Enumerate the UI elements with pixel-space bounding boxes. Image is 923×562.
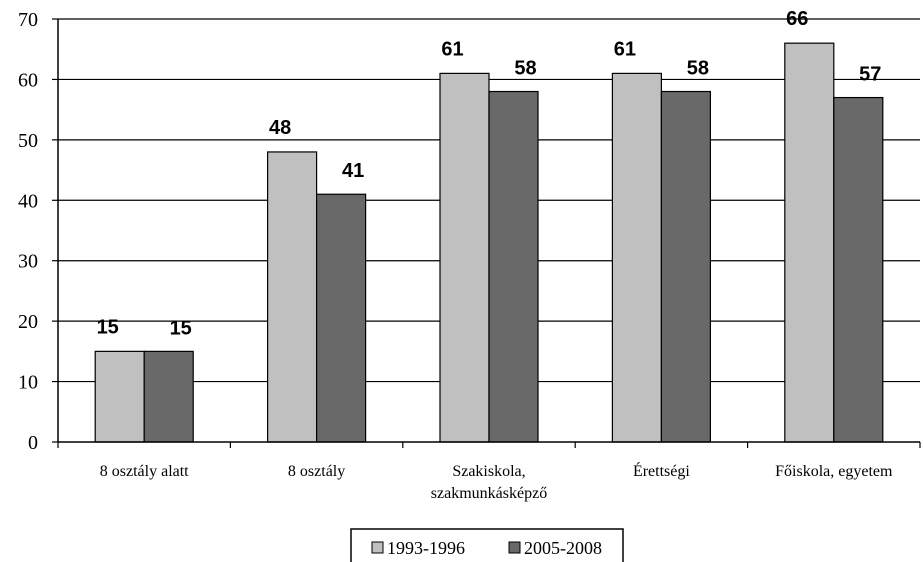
data-label: 66 [786, 8, 808, 30]
x-category-label: Érettségi [633, 461, 690, 480]
data-label: 15 [97, 316, 119, 338]
y-tick-label: 50 [18, 130, 38, 152]
bar-series2 [488, 90, 539, 443]
data-label: 57 [859, 64, 881, 86]
x-category-label: 8 osztály alatt [100, 463, 189, 480]
bar-series2 [833, 96, 884, 443]
x-category-label: Főiskola, egyetem [775, 463, 893, 480]
legend-box [350, 528, 624, 562]
legend-label: 1993-1996 [387, 538, 465, 558]
legend-swatch [371, 541, 384, 554]
y-tick-label: 70 [18, 9, 38, 31]
bar-series2 [316, 193, 367, 443]
bars [94, 42, 884, 443]
x-category-label: szakmunkásképző [431, 485, 547, 502]
x-category-label: 8 osztály [288, 463, 345, 480]
y-tick-label: 10 [18, 372, 38, 394]
y-tick-labels: 0 10 20 30 40 50 60 70 [18, 9, 38, 454]
data-label: 41 [342, 160, 364, 182]
bar-series1 [267, 151, 318, 443]
bar-series1 [94, 350, 145, 443]
data-label: 48 [269, 117, 291, 139]
data-label: 61 [441, 38, 463, 60]
data-label: 61 [614, 38, 636, 60]
bar-series2 [660, 90, 712, 443]
data-label: 58 [514, 58, 536, 80]
data-label: 58 [687, 58, 709, 80]
bar-series2 [143, 350, 194, 443]
legend: 1993-1996 2005-2008 [350, 528, 624, 562]
y-tick-label: 0 [28, 432, 38, 454]
y-tick-label: 60 [18, 69, 38, 91]
legend-label: 2005-2008 [524, 538, 602, 558]
y-tick-label: 40 [18, 190, 38, 212]
bar-series1 [784, 42, 835, 443]
axes [52, 18, 921, 448]
bar-series1 [611, 72, 663, 443]
bar-series1 [439, 72, 490, 443]
data-labels: 15 15 48 41 61 58 61 58 66 57 [97, 8, 882, 339]
y-tick-label: 30 [18, 251, 38, 273]
x-category-labels: 8 osztály alatt 8 osztály Szakiskola, szakm… [100, 461, 893, 502]
legend-swatch [508, 541, 521, 554]
x-category-label: Szakiskola, [452, 463, 525, 480]
y-tick-label: 20 [18, 311, 38, 333]
data-label: 15 [170, 317, 192, 339]
